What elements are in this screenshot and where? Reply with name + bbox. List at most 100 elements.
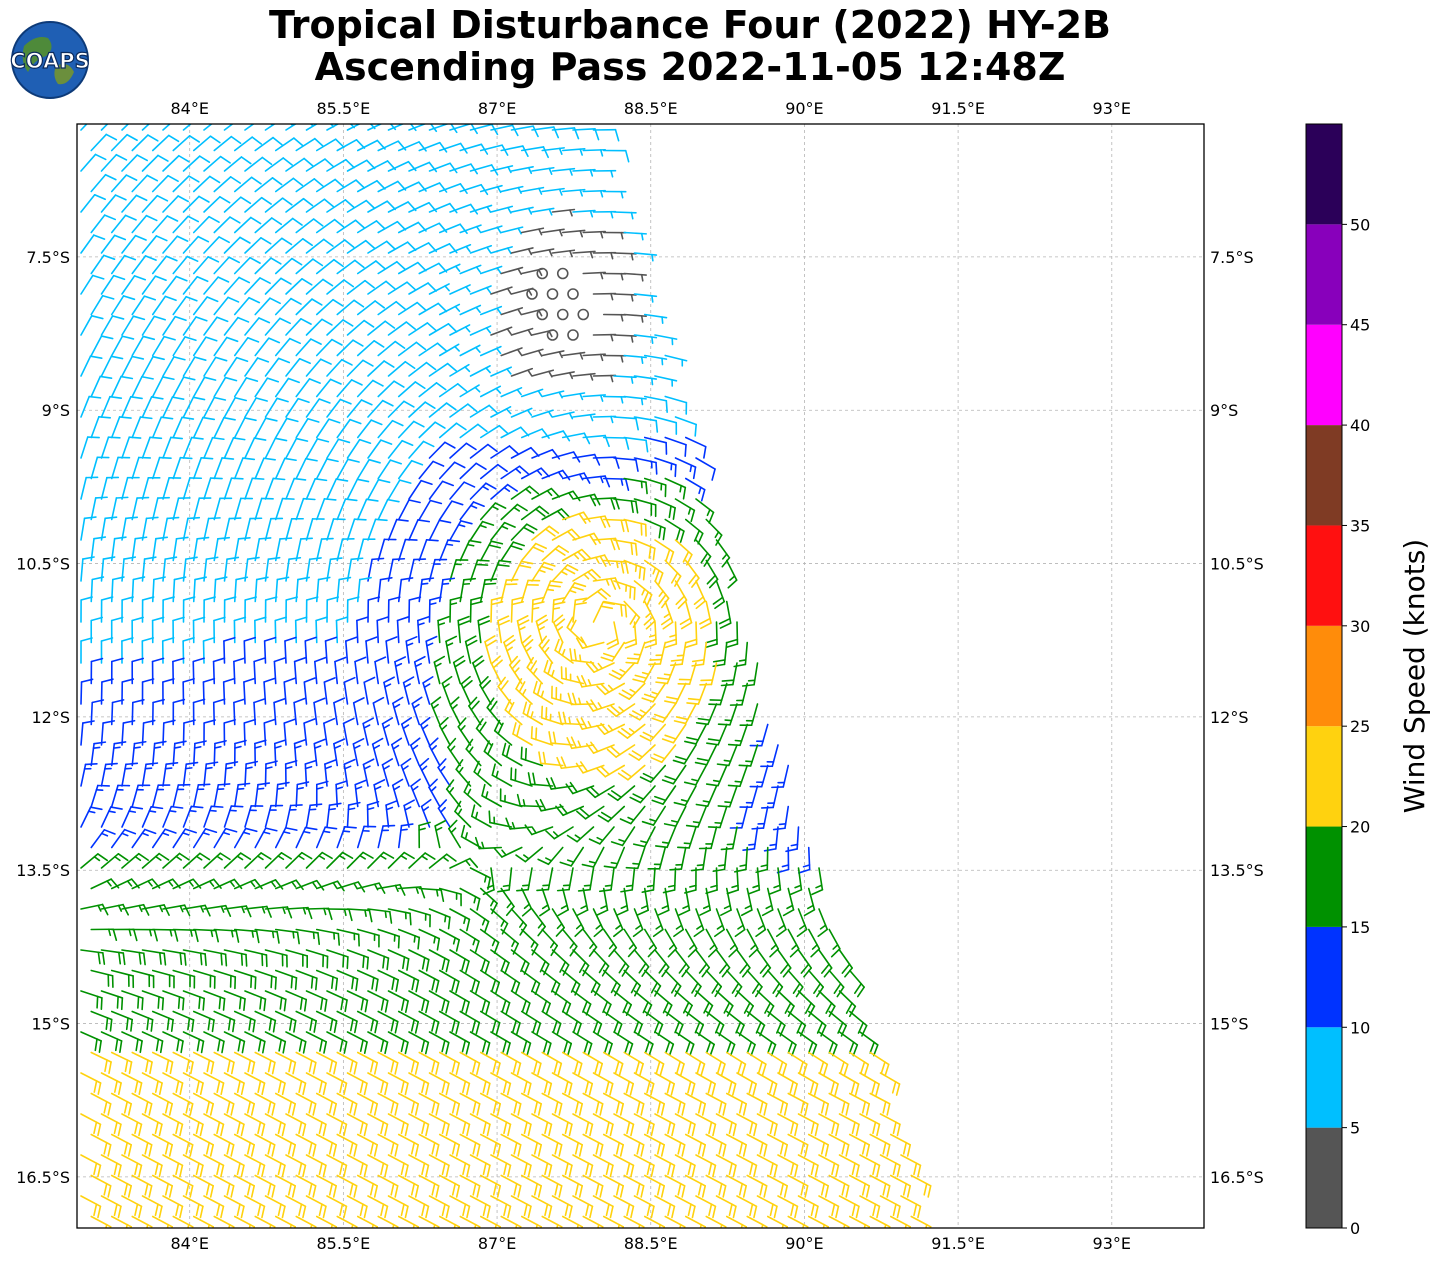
wind-barb: [172, 928, 199, 943]
wind-barb: [454, 800, 472, 828]
wind-barb: [121, 852, 149, 869]
wind-barb: [445, 635, 458, 664]
wind-barb: [554, 638, 574, 664]
wind-barb: [596, 764, 626, 778]
wind-barb: [233, 216, 262, 234]
wind-barb: [326, 596, 340, 623]
wind-barb: [641, 805, 667, 826]
wind-barb: [172, 657, 185, 685]
wind-barb: [90, 1010, 113, 1032]
wind-barb: [818, 1072, 839, 1096]
wind-barb: [192, 416, 216, 439]
wind-barb: [705, 1133, 727, 1157]
wind-barb: [715, 1154, 737, 1178]
wind-barb: [685, 805, 708, 828]
wind-barb: [437, 758, 451, 787]
wind-barb: [654, 539, 675, 564]
wind-barb: [592, 1113, 614, 1137]
wind-barb: [650, 744, 677, 764]
wind-barb: [141, 949, 167, 966]
wind-barb: [572, 1154, 594, 1178]
wind-barb: [551, 949, 570, 976]
wind-barb: [336, 379, 363, 398]
wind-barb: [438, 539, 461, 562]
wind-barb: [192, 657, 205, 685]
wind-barb: [602, 1092, 624, 1116]
wind-barb: [727, 764, 749, 788]
wind-barb: [192, 135, 221, 152]
wind-barb: [387, 1072, 409, 1096]
wind-barb: [733, 641, 749, 668]
wind-barb: [192, 616, 206, 644]
wind-barb: [715, 990, 734, 1017]
wind-barb: [818, 949, 833, 978]
wind-barb: [121, 949, 146, 966]
wind-barb: [100, 720, 116, 746]
wind-barb: [90, 375, 113, 398]
wind-barb: [172, 456, 193, 480]
wind-barb: [402, 676, 415, 705]
wind-barb: [469, 908, 490, 934]
wind-barb: [469, 990, 491, 1015]
wind-barb: [305, 803, 323, 828]
wind-barb: [797, 1072, 819, 1096]
wind-barb: [336, 881, 366, 893]
wind-barb: [418, 538, 439, 562]
wind-barb: [305, 1031, 327, 1054]
wind-barb: [469, 244, 493, 254]
wind-barb: [223, 396, 248, 418]
wind-barb: [582, 1092, 604, 1116]
wind-barb: [490, 1195, 512, 1219]
wind-barb: [253, 698, 266, 726]
wind-barb: [233, 417, 257, 439]
wind-barb: [647, 846, 667, 870]
wind-barb: [592, 1154, 614, 1178]
wind-barb: [684, 928, 698, 958]
wind-barb: [100, 436, 121, 459]
wind-barb: [387, 360, 416, 377]
wind-barb: [613, 1031, 634, 1056]
wind-barb: [356, 825, 377, 849]
wind-barb: [449, 1113, 471, 1137]
wind-barb: [555, 803, 585, 817]
wind-barb: [383, 676, 395, 705]
wind-barb: [531, 409, 554, 418]
wind-barb: [520, 227, 545, 236]
wind-barb: [602, 928, 618, 958]
wind-barb: [377, 1174, 399, 1198]
wind-barb: [100, 596, 114, 623]
wind-barb: [244, 1072, 266, 1096]
wind-barb: [469, 482, 497, 500]
wind-barb: [223, 905, 252, 918]
wind-barb: [551, 564, 579, 582]
wind-barb: [80, 949, 106, 965]
wind-barb: [90, 456, 110, 480]
wind-barb: [285, 851, 313, 869]
wind-barb: [643, 1010, 664, 1036]
wind-barb: [192, 969, 216, 989]
wind-barb: [705, 969, 723, 998]
wind-barb: [295, 378, 321, 398]
wind-barb: [771, 764, 790, 789]
wind-barb: [674, 580, 688, 609]
wind-barb: [110, 335, 135, 357]
wind-barb: [391, 778, 404, 808]
wind-barb: [387, 439, 414, 459]
wind-barb: [367, 908, 393, 924]
wind-barb: [551, 1154, 573, 1178]
wind-barb: [356, 260, 386, 275]
wind-barb: [141, 516, 159, 541]
wind-barb: [80, 395, 102, 418]
wind-barb: [172, 616, 185, 644]
wind-barb: [233, 337, 260, 357]
wind-barb: [254, 257, 282, 275]
wind-barb: [551, 1195, 573, 1219]
colorbar-segment: [1306, 124, 1342, 225]
wind-barb: [449, 403, 478, 418]
wind-barb: [131, 616, 144, 644]
wind-barb: [336, 1010, 358, 1034]
wind-barb: [463, 780, 482, 808]
wind-barb: [400, 757, 412, 787]
wind-barb: [172, 1010, 195, 1033]
wind-barb: [643, 1215, 665, 1228]
